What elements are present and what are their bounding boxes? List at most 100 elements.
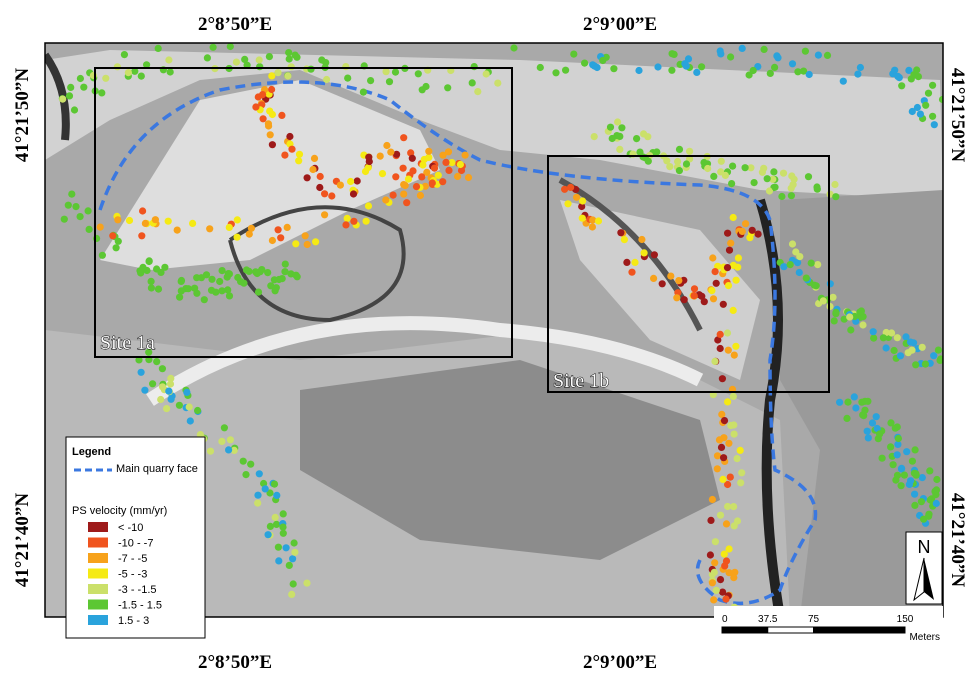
scale-label: 0	[722, 614, 728, 625]
ps-point	[761, 46, 768, 53]
ps-point	[165, 388, 172, 395]
ps-point	[573, 194, 580, 201]
north-arrow: N	[906, 532, 942, 604]
ps-point	[167, 68, 174, 75]
ps-point	[136, 267, 143, 274]
ps-point	[903, 448, 910, 455]
ps-point	[714, 452, 721, 459]
site-label: Site 1b	[553, 370, 609, 392]
ps-point	[931, 488, 938, 495]
ps-point	[198, 274, 205, 281]
ps-point	[377, 153, 384, 160]
ps-point	[218, 438, 225, 445]
ps-point	[360, 89, 367, 96]
ps-point	[920, 516, 927, 523]
ps-point	[419, 161, 426, 168]
ps-point	[693, 69, 700, 76]
legend-quarry: Main quarry face	[116, 463, 198, 475]
ps-point	[614, 118, 621, 125]
ps-point	[846, 313, 853, 320]
ps-point	[720, 454, 727, 461]
ps-point	[728, 180, 735, 187]
ps-point	[59, 96, 66, 103]
legend-swatch	[88, 569, 108, 579]
ps-point	[927, 496, 934, 503]
ps-point	[365, 164, 372, 171]
ps-point	[383, 68, 390, 75]
ps-point	[444, 84, 451, 91]
ps-point	[425, 148, 432, 155]
ps-point	[275, 557, 282, 564]
ps-point	[149, 380, 156, 387]
ps-point	[167, 375, 174, 382]
ps-point	[599, 57, 606, 64]
ps-point	[212, 289, 219, 296]
ps-point	[714, 465, 721, 472]
ps-point	[890, 461, 897, 468]
ps-point	[725, 440, 732, 447]
ps-point	[114, 63, 121, 70]
ps-point	[316, 184, 323, 191]
ps-point	[742, 220, 749, 227]
ps-point	[185, 285, 192, 292]
ps-point	[891, 347, 898, 354]
ps-point	[914, 104, 921, 111]
ps-point	[712, 268, 719, 275]
ps-point	[729, 163, 736, 170]
ps-point	[718, 158, 725, 165]
ps-point	[918, 498, 925, 505]
longitude-label: 2°8’50”E	[198, 652, 272, 673]
ps-point	[917, 111, 924, 118]
ps-point	[237, 278, 244, 285]
ps-point	[710, 173, 717, 180]
ps-point	[271, 481, 278, 488]
ps-point	[342, 221, 349, 228]
ps-point	[286, 133, 293, 140]
ps-point	[142, 220, 149, 227]
ps-point	[725, 282, 732, 289]
ps-point	[176, 402, 183, 409]
ps-point	[722, 596, 729, 603]
ps-point	[269, 141, 276, 148]
ps-point	[645, 158, 652, 165]
ps-point	[719, 375, 726, 382]
ps-point	[562, 67, 569, 74]
ps-point	[681, 60, 688, 67]
ps-point	[894, 451, 901, 458]
ps-point	[403, 199, 410, 206]
ps-point	[152, 216, 159, 223]
scale-unit: Meters	[909, 632, 940, 643]
ps-point	[191, 285, 198, 292]
ps-point	[288, 63, 295, 70]
ps-point	[266, 108, 273, 115]
map-figure: Site 1a Site 1b 2°8’50”E 2°9’00”E 2°8’50…	[0, 0, 972, 678]
legend-swatch	[88, 522, 108, 532]
ps-point	[751, 179, 758, 186]
ps-point	[734, 455, 741, 462]
legend-label: 1.5 - 3	[118, 615, 149, 627]
ps-point	[636, 149, 643, 156]
ps-point	[227, 436, 234, 443]
latitude-label: 41°21’40”N	[947, 493, 968, 587]
ps-point	[887, 419, 894, 426]
ps-point	[317, 173, 324, 180]
ps-point	[138, 232, 145, 239]
ps-point	[97, 224, 104, 231]
ps-point	[417, 192, 424, 199]
site-label: Site 1a	[100, 332, 155, 354]
ps-point	[717, 47, 724, 54]
ps-point	[829, 294, 836, 301]
ps-point	[880, 334, 887, 341]
ps-point	[731, 431, 738, 438]
ps-point	[304, 174, 311, 181]
ps-point	[439, 178, 446, 185]
ps-point	[178, 287, 185, 294]
ps-point	[721, 562, 728, 569]
ps-point	[102, 75, 109, 82]
ps-point	[289, 555, 296, 562]
ps-point	[121, 51, 128, 58]
ps-point	[870, 335, 877, 342]
ps-point	[929, 82, 936, 89]
ps-point	[268, 86, 275, 93]
ps-point	[259, 91, 266, 98]
